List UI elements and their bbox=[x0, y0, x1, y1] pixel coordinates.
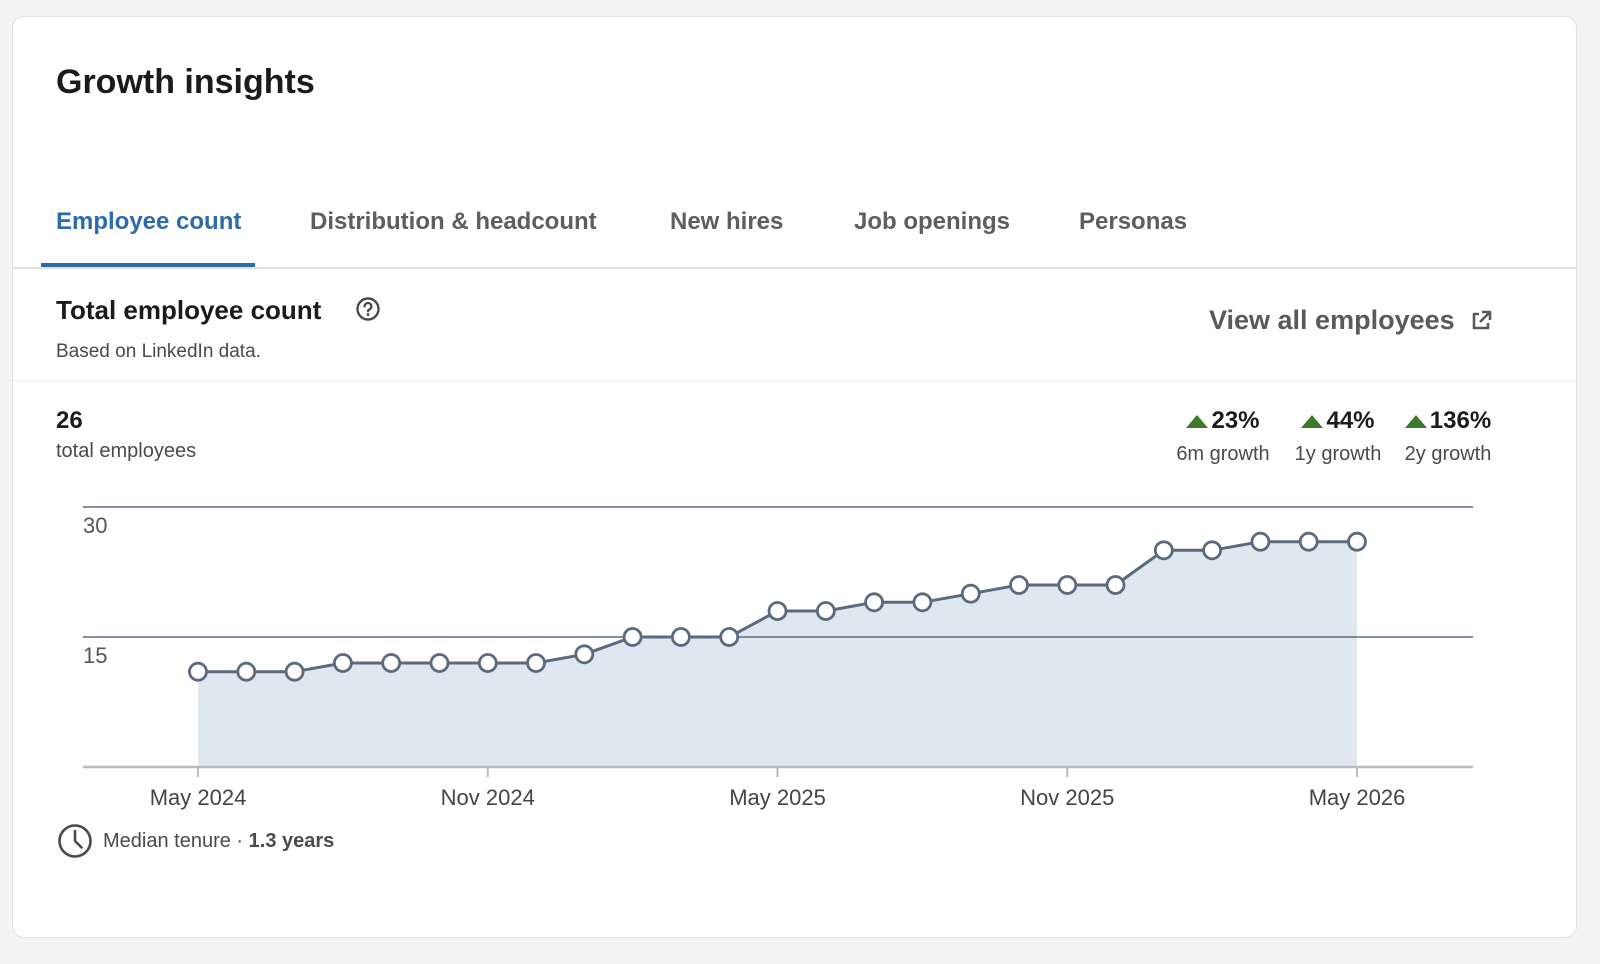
active-tab-indicator bbox=[41, 263, 255, 267]
data-point[interactable] bbox=[188, 661, 208, 682]
y-tick-label: 15 bbox=[83, 643, 107, 668]
tab-new-hires[interactable]: New hires bbox=[670, 208, 784, 235]
x-tick-label: Nov 2025 bbox=[1020, 785, 1114, 810]
tab-distribution-headcount[interactable]: Distribution & headcount bbox=[310, 208, 597, 235]
tab-job-openings[interactable]: Job openings bbox=[854, 208, 1010, 235]
up-triangle-icon bbox=[1186, 414, 1209, 428]
growth-1y: 44% 1y growth bbox=[1289, 407, 1387, 466]
tab-employee-count[interactable]: Employee count bbox=[56, 208, 242, 235]
question-circle-icon[interactable] bbox=[355, 296, 381, 322]
data-point[interactable] bbox=[332, 653, 353, 673]
x-tick-label: Nov 2024 bbox=[441, 785, 535, 810]
data-point[interactable] bbox=[284, 661, 305, 682]
data-point[interactable] bbox=[1105, 575, 1126, 595]
x-tick-label: May 2025 bbox=[729, 785, 826, 810]
data-point[interactable] bbox=[912, 592, 933, 613]
y-tick-label: 30 bbox=[83, 513, 107, 538]
data-point[interactable] bbox=[767, 601, 788, 621]
x-tick-label: May 2024 bbox=[150, 785, 247, 810]
section-subtitle: Based on LinkedIn data. bbox=[56, 341, 261, 362]
tenure-value: 1.3 years bbox=[248, 829, 335, 852]
data-point[interactable] bbox=[574, 644, 595, 665]
data-point[interactable] bbox=[1153, 540, 1174, 561]
growth-2y-label: 2y growth bbox=[1404, 443, 1492, 465]
external-link-icon bbox=[1472, 310, 1491, 329]
growth-1y-label: 1y growth bbox=[1294, 443, 1382, 465]
chart-area-fill bbox=[198, 541, 1357, 767]
data-point[interactable] bbox=[1298, 531, 1319, 552]
data-point[interactable] bbox=[477, 653, 498, 673]
data-point[interactable] bbox=[1009, 575, 1029, 595]
tenure-label: Median tenure · bbox=[103, 829, 249, 852]
tab-bar: Employee count Distribution & headcount … bbox=[13, 177, 1576, 269]
data-point[interactable] bbox=[429, 653, 450, 673]
clock-icon bbox=[58, 824, 92, 858]
data-point[interactable] bbox=[864, 592, 884, 613]
tab-personas[interactable]: Personas bbox=[1079, 208, 1188, 235]
view-all-label: View all employees bbox=[1209, 305, 1455, 335]
up-triangle-icon bbox=[1404, 414, 1427, 428]
data-point[interactable] bbox=[622, 627, 643, 647]
total-employee-value: 26 bbox=[56, 407, 83, 434]
growth-6m-value: 23% bbox=[1211, 407, 1260, 434]
growth-6m: 23% 6m growth bbox=[1171, 407, 1275, 466]
median-tenure: Median tenure · 1.3 years bbox=[57, 823, 334, 859]
total-employee-label: total employees bbox=[56, 440, 197, 462]
x-tick-label: May 2026 bbox=[1309, 785, 1406, 810]
data-point[interactable] bbox=[236, 661, 257, 682]
data-point[interactable] bbox=[1250, 531, 1271, 552]
card-title: Growth insights bbox=[56, 63, 315, 101]
data-point[interactable] bbox=[671, 627, 691, 647]
chart-x-axis: May 2024 Nov 2024 May 2025 Nov 2025 May 2026 bbox=[83, 765, 1473, 810]
section-title: Total employee count bbox=[56, 295, 322, 325]
growth-2y-value: 136% bbox=[1429, 407, 1492, 434]
growth-6m-label: 6m growth bbox=[1176, 443, 1270, 465]
data-point[interactable] bbox=[960, 583, 981, 604]
data-point[interactable] bbox=[1202, 540, 1222, 561]
data-point[interactable] bbox=[381, 653, 402, 673]
growth-insights-card: Growth insights Employee count Distribut… bbox=[12, 16, 1577, 938]
data-point[interactable] bbox=[526, 653, 546, 673]
data-point[interactable] bbox=[719, 627, 740, 647]
section-header: Total employee count Based on LinkedIn d… bbox=[13, 269, 1576, 381]
view-all-employees-link[interactable]: View all employees bbox=[1209, 305, 1493, 336]
growth-1y-value: 44% bbox=[1326, 407, 1375, 434]
data-point[interactable] bbox=[1057, 575, 1078, 595]
chart-points bbox=[188, 531, 1367, 682]
growth-2y: 136% 2y growth bbox=[1398, 407, 1498, 466]
tenure-text: Median tenure · 1.3 years bbox=[103, 830, 334, 853]
data-point[interactable] bbox=[1347, 531, 1367, 552]
up-triangle-icon bbox=[1301, 414, 1324, 428]
data-point[interactable] bbox=[815, 601, 836, 621]
